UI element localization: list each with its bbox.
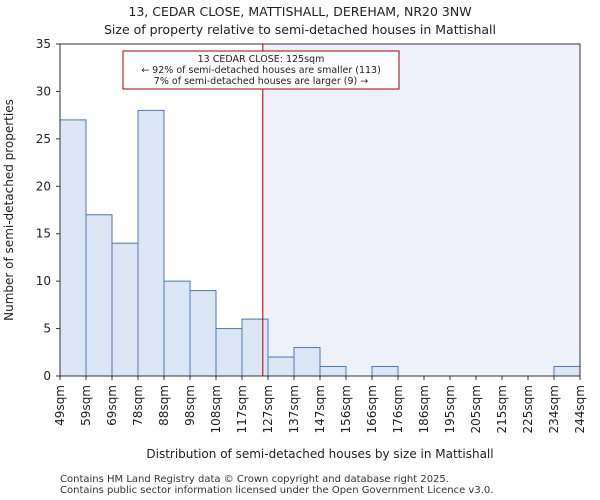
histogram-bar <box>112 243 138 376</box>
footer-copyright: Contains HM Land Registry data © Crown c… <box>60 474 449 485</box>
histogram-bar <box>242 319 268 376</box>
y-tick-label: 10 <box>36 274 51 288</box>
x-tick-label: 147sqm <box>313 385 327 433</box>
y-tick-label: 0 <box>43 369 51 383</box>
histogram-bar <box>60 120 86 376</box>
histogram-bar <box>138 110 164 376</box>
annotation-line-3: 7% of semi-detached houses are larger (9… <box>154 76 368 87</box>
x-tick-label: 88sqm <box>157 385 171 426</box>
x-tick-label: 137sqm <box>287 385 301 433</box>
x-tick-label: 78sqm <box>131 385 145 426</box>
larger-region-shade <box>263 44 580 376</box>
x-tick-label: 127sqm <box>261 385 275 433</box>
histogram-bar <box>164 281 190 376</box>
x-tick-label: 98sqm <box>183 385 197 426</box>
y-axis-label: Number of semi-detached properties <box>2 99 16 321</box>
histogram-bar <box>86 215 112 376</box>
x-tick-label: 117sqm <box>235 385 249 433</box>
y-tick-label: 5 <box>43 322 51 336</box>
y-tick-label: 25 <box>36 132 51 146</box>
x-tick-label: 205sqm <box>469 385 483 433</box>
x-tick-label: 215sqm <box>495 385 509 433</box>
histogram-bar <box>372 367 398 376</box>
annotation-line-2: ← 92% of semi-detached houses are smalle… <box>141 65 381 76</box>
x-tick-label: 166sqm <box>365 385 379 433</box>
y-tick-label: 35 <box>36 37 51 51</box>
x-tick-label: 176sqm <box>391 385 405 433</box>
histogram-bar <box>190 291 216 376</box>
annotation-line-1: 13 CEDAR CLOSE: 125sqm <box>198 54 325 65</box>
x-axis-label: Distribution of semi-detached houses by … <box>146 447 493 461</box>
x-tick-label: 225sqm <box>521 385 535 433</box>
x-tick-label: 59sqm <box>79 385 93 426</box>
footer-licence: Contains public sector information licen… <box>60 485 493 496</box>
x-tick-label: 108sqm <box>209 385 223 433</box>
x-tick-label: 156sqm <box>339 385 353 433</box>
x-tick-label: 234sqm <box>547 385 561 433</box>
histogram-bar <box>554 367 580 376</box>
histogram-bar <box>268 357 294 376</box>
y-tick-label: 15 <box>36 227 51 241</box>
histogram-bar <box>320 367 346 376</box>
x-tick-label: 195sqm <box>443 385 457 433</box>
x-tick-label: 69sqm <box>105 385 119 426</box>
histogram-chart: 0 5 10 15 20 25 30 35 49sqm 59sqm 69sqm 78sqm 88sqm 9… <box>0 0 600 500</box>
histogram-bar <box>294 348 320 376</box>
y-tick-label: 20 <box>36 179 51 193</box>
x-tick-label: 244sqm <box>573 385 587 433</box>
y-tick-label: 30 <box>36 84 51 98</box>
histogram-bar <box>216 329 242 376</box>
x-tick-label: 186sqm <box>417 385 431 433</box>
x-tick-label: 49sqm <box>53 385 67 426</box>
